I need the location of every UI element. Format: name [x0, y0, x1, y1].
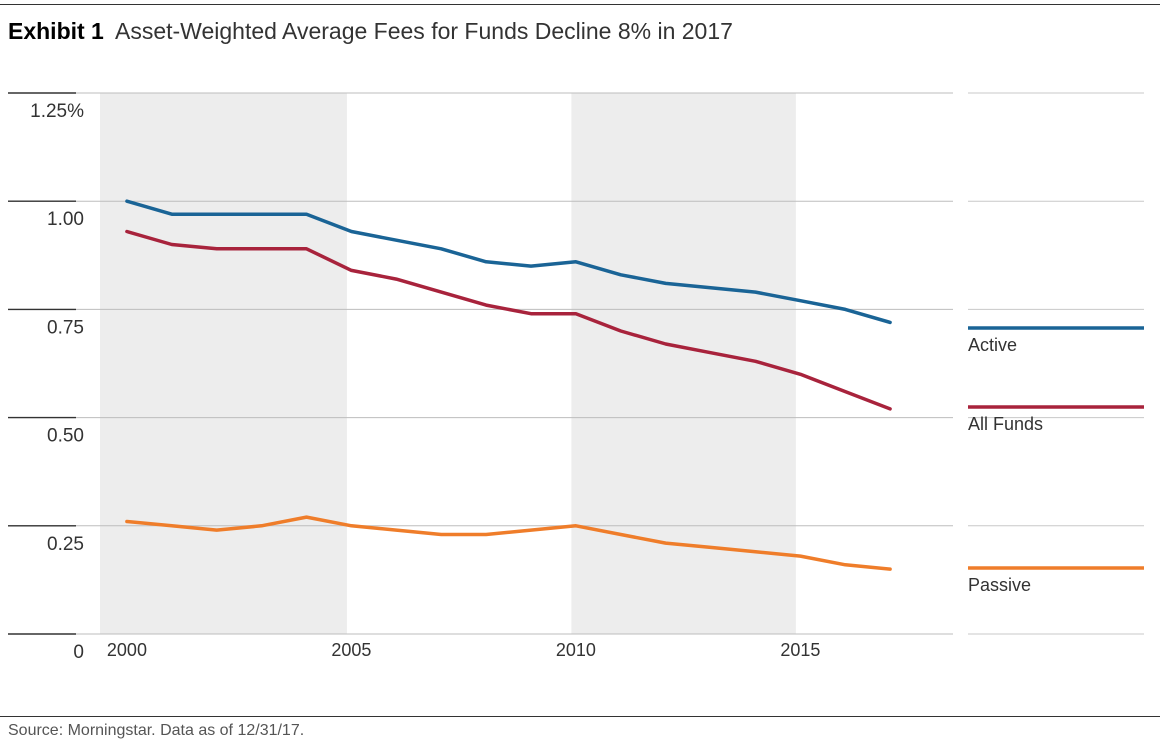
y-tick-label-2: 0.50 — [47, 426, 84, 447]
series-line-active — [125, 199, 892, 325]
x-tick-label-3: 2015 — [780, 640, 820, 660]
exhibit-label: Exhibit 1 — [8, 18, 104, 44]
y-tick-label-3: 0.75 — [47, 317, 84, 338]
chart-title: Exhibit 1 Asset-Weighted Average Fees fo… — [8, 18, 733, 45]
legend-label-1: All Funds — [968, 414, 1043, 434]
legend-label-2: Passive — [968, 575, 1031, 595]
series-line-passive — [125, 515, 892, 571]
y-tick-label-5: 1.25% — [30, 101, 84, 122]
shaded-band-0 — [100, 93, 347, 634]
x-tick-label-1: 2005 — [331, 640, 371, 660]
y-tick-label-0: 0 — [73, 642, 84, 663]
series-line-all-funds — [125, 229, 892, 411]
bottom-rule — [0, 716, 1160, 717]
legend-label-0: Active — [968, 335, 1017, 355]
top-rule — [0, 4, 1160, 5]
source-note: Source: Morningstar. Data as of 12/31/17… — [8, 722, 305, 739]
title-text: Asset-Weighted Average Fees for Funds De… — [114, 18, 733, 44]
x-tick-label-2: 2010 — [556, 640, 596, 660]
y-tick-label-1: 0.25 — [47, 534, 84, 555]
y-tick-label-4: 1.00 — [47, 209, 84, 230]
x-tick-label-0: 2000 — [107, 640, 147, 660]
